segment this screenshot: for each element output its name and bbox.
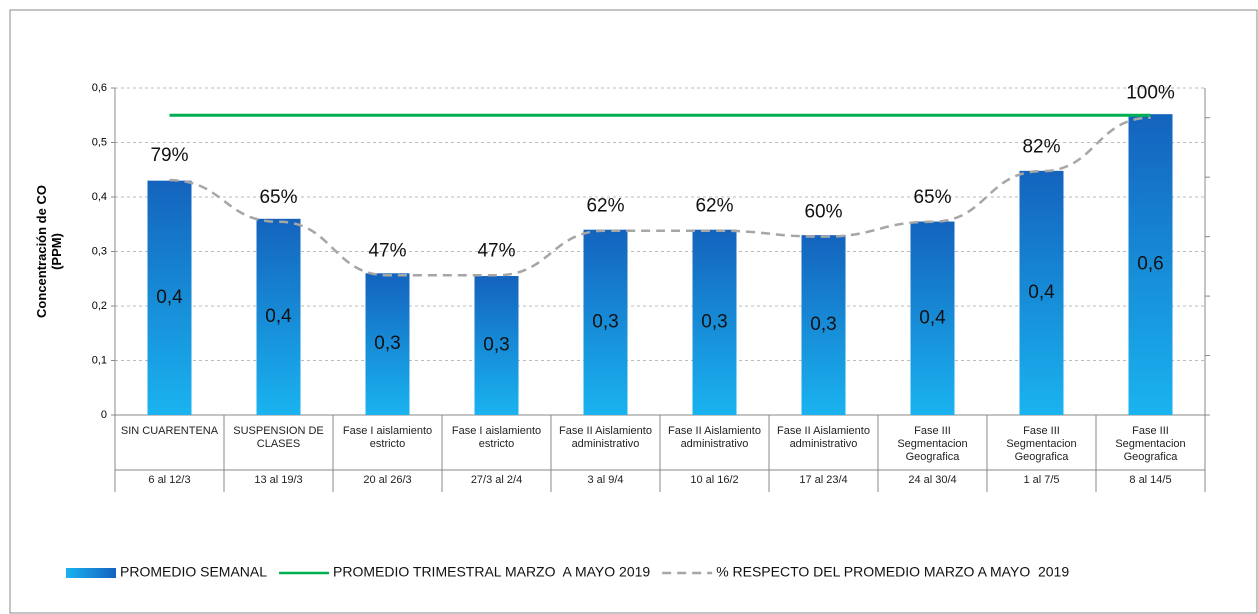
x-tick-label: Fase I aislamiento estricto (342, 425, 433, 450)
legend-label: % RESPECTO DEL PROMEDIO MARZO A MAYO 201… (716, 564, 1069, 580)
bar-value-label: 0,3 (483, 335, 509, 356)
x-tick-label: Fase II Aislamiento administrativo (559, 425, 652, 450)
legend-swatch (66, 568, 116, 578)
line-value-label: 82% (1022, 136, 1060, 157)
y-tick-label: 0,3 (92, 245, 107, 257)
y-tick-label: 0,6 (92, 82, 107, 94)
bar (801, 235, 846, 415)
dashed-line (169, 116, 1151, 277)
x-period-label: 10 al 16/2 (690, 474, 739, 486)
bar-value-label: 0,6 (1137, 254, 1163, 275)
line-value-label: 47% (477, 240, 515, 261)
x-tick-label: Fase II Aislamiento administrativo (668, 425, 761, 450)
x-period-label: 3 al 9/4 (587, 474, 624, 486)
x-tick-label: Fase III Segmentacion Geografica (1115, 425, 1186, 463)
x-period-label: 1 al 7/5 (1023, 474, 1060, 486)
y-tick-label: 0,4 (92, 191, 107, 203)
bar (1128, 114, 1173, 415)
x-period-label: 13 al 19/3 (254, 474, 303, 486)
frame (9, 9, 1258, 614)
legend-label: PROMEDIO SEMANAL (120, 564, 267, 580)
bar (256, 218, 301, 415)
line-value-label: 47% (368, 240, 406, 261)
x-period-label: 27/3 al 2/4 (470, 474, 523, 486)
line-value-label: 62% (695, 196, 733, 217)
bar (692, 229, 737, 415)
bar-value-label: 0,3 (701, 311, 727, 332)
y-axis-label: Concentración de CO(PPM) (34, 185, 64, 318)
bar (910, 221, 955, 415)
x-period-label: 24 al 30/4 (908, 474, 957, 486)
bar (583, 229, 628, 415)
bar-value-label: 0,4 (265, 306, 292, 327)
bar (147, 180, 192, 415)
x-tick-label: SUSPENSION DE CLASES (233, 425, 324, 450)
x-tick-label: Fase III Segmentacion Geografica (897, 425, 968, 463)
x-tick-label: SIN CUARENTENA (120, 425, 219, 437)
y-tick-label: 0,2 (92, 300, 107, 312)
bar (365, 273, 410, 415)
bar-value-label: 0,3 (810, 314, 836, 335)
x-period-label: 8 al 14/5 (1129, 474, 1172, 486)
y-tick-label: 0 (101, 409, 107, 421)
legend-label: PROMEDIO TRIMESTRAL MARZO A MAYO 2019 (333, 564, 650, 580)
line-value-label: 62% (586, 196, 624, 217)
bar (474, 276, 519, 415)
line-value-label: 79% (150, 145, 188, 166)
bar-value-label: 0,4 (919, 307, 946, 328)
bar-value-label: 0,4 (1028, 282, 1055, 303)
bar (1019, 170, 1064, 415)
line-value-label: 60% (804, 202, 842, 223)
x-tick-label: Fase I aislamiento estricto (451, 425, 542, 450)
y-tick-label: 0,5 (92, 136, 107, 148)
line-value-label: 65% (259, 187, 297, 208)
x-tick-label: Fase III Segmentacion Geografica (1006, 425, 1077, 463)
line-value-label: 100% (1126, 83, 1175, 104)
bar-value-label: 0,3 (374, 333, 400, 354)
x-period-label: 6 al 12/3 (148, 474, 191, 486)
x-period-label: 17 al 23/4 (799, 474, 848, 486)
x-period-label: 20 al 26/3 (363, 474, 412, 486)
bar-value-label: 0,4 (156, 287, 183, 308)
x-tick-label: Fase II Aislamiento administrativo (777, 425, 870, 450)
line-value-label: 65% (913, 187, 951, 208)
bar-value-label: 0,3 (592, 311, 618, 332)
y-tick-label: 0,1 (92, 354, 107, 366)
